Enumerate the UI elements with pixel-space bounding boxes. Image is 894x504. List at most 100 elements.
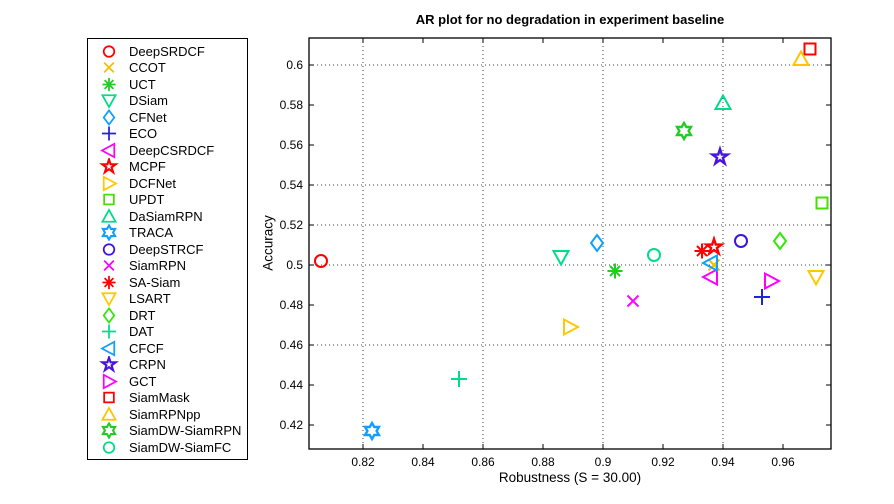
circle-marker-icon <box>88 241 129 258</box>
legend-item-label: DeepSTRCF <box>129 241 204 257</box>
legend-marker-GCT <box>102 372 118 390</box>
legend-item: CCOT <box>88 60 247 76</box>
chart-title: AR plot for no degradation in experiment… <box>415 12 725 27</box>
legend-marker-CCOT <box>103 62 114 73</box>
square-marker-icon <box>88 389 129 406</box>
triangle-down-marker-icon <box>88 290 129 307</box>
legend-item-label: CFNet <box>129 109 167 125</box>
legend-item: UPDT <box>88 192 247 208</box>
triangle-right-marker-icon <box>88 174 129 192</box>
legend-item-label: UCT <box>129 76 156 92</box>
legend-marker-SiamDW-SiamRPN <box>100 422 117 439</box>
legend-marker-UCT <box>101 77 116 91</box>
legend-item: SiamMask <box>88 390 247 406</box>
asterisk-marker-icon <box>88 274 129 291</box>
legend-marker-LSART <box>100 292 117 307</box>
legend-item: DeepSTRCF <box>88 241 247 257</box>
x-tick-label: 0.94 <box>711 455 735 469</box>
legend-item-label: SiamRPNpp <box>129 406 201 422</box>
legend-item: TRACA <box>88 224 247 241</box>
y-tick-label: 0.56 <box>280 138 304 152</box>
marker-ECO <box>754 289 770 305</box>
legend-item-label: DeepCSRDCF <box>129 142 215 158</box>
marker-MCPF <box>702 235 726 257</box>
tick-labels: 0.82 0.84 0.86 0.88 0.9 0.92 0.94 0.96 0.42 0.44 0… <box>280 58 795 469</box>
legend-item: DeepCSRDCF <box>88 141 247 159</box>
marker-UPDT <box>815 196 829 210</box>
legend-marker-UPDT <box>102 193 115 206</box>
legend-item: SiamRPN <box>88 258 247 274</box>
legend-item-label: UPDT <box>129 192 165 207</box>
legend-marker-CFNet <box>102 108 115 126</box>
legend-item-label: CFCF <box>129 340 164 356</box>
legend-item: DCFNet <box>88 174 247 192</box>
y-tick-label: 0.5 <box>286 258 303 272</box>
marker-DeepSRDCF <box>314 254 328 268</box>
legend-item-label: GCT <box>129 373 157 389</box>
legend-item-label: LSART <box>129 291 171 306</box>
marker-CFNet <box>589 233 605 253</box>
triangle-right-marker-icon <box>88 372 129 390</box>
legend-marker-DAT <box>101 324 116 339</box>
marker-LSART <box>806 270 826 287</box>
legend-marker-DeepCSRDCF <box>99 141 115 159</box>
y-tick-label: 0.58 <box>280 98 304 112</box>
x-tick-label: 0.9 <box>595 455 612 469</box>
marker-CRPN <box>708 145 732 167</box>
circle-marker-icon <box>88 439 129 456</box>
legend-item-label: ECO <box>129 126 158 141</box>
legend-marker-DRT <box>102 306 115 324</box>
diamond-marker-icon <box>88 306 129 324</box>
legend-item: SiamDW-SiamFC <box>88 439 247 455</box>
marker-SiamDW-SiamRPN <box>674 120 694 142</box>
marker-CFCF <box>700 253 718 273</box>
legend-item: SA-Siam <box>88 274 247 290</box>
legend-item: DaSiamRPN <box>88 207 247 225</box>
y-tick-label: 0.44 <box>280 378 304 392</box>
legend-item-label: CCOT <box>129 60 166 75</box>
legend-item-label: DCFNet <box>129 175 176 191</box>
legend-item: DeepSRDCF <box>88 43 247 59</box>
x-axis-label: Robustness (S = 30.00) <box>498 470 642 485</box>
marker-SA-Siam <box>694 243 710 259</box>
legend-item-label: CRPN <box>129 357 166 372</box>
marker-DSiam <box>551 250 571 267</box>
x-marker-icon <box>88 59 129 76</box>
marker-DeepSTRCF <box>734 234 748 248</box>
x-tick-label: 0.92 <box>651 455 675 469</box>
circle-marker-icon <box>88 43 129 60</box>
legend-item-label: SiamDW-SiamRPN <box>129 423 242 438</box>
legend-item: DRT <box>88 306 247 324</box>
y-axis-label: Accuracy <box>260 215 276 271</box>
legend-item: CFCF <box>88 339 247 357</box>
triangle-up-marker-icon <box>88 405 129 423</box>
legend-item-label: DRT <box>129 307 156 323</box>
y-tick-label: 0.6 <box>286 58 303 72</box>
legend-item: CFNet <box>88 108 247 126</box>
legend-marker-SiamMask <box>102 391 115 404</box>
y-tick-label: 0.42 <box>280 418 304 432</box>
legend-marker-DeepSTRCF <box>102 242 115 256</box>
grid <box>309 38 831 449</box>
triangle-down-marker-icon <box>88 92 129 109</box>
legend-item-label: SiamDW-SiamFC <box>129 439 232 455</box>
x-tick-label: 0.88 <box>531 455 555 469</box>
legend-marker-MCPF <box>98 158 119 175</box>
legend-marker-CRPN <box>98 356 119 373</box>
legend-item-label: SiamMask <box>129 390 190 405</box>
marker-GCT <box>764 271 782 291</box>
asterisk-marker-icon <box>88 76 129 93</box>
triangle-left-marker-icon <box>88 141 129 159</box>
legend-item-label: DaSiamRPN <box>129 208 203 224</box>
legend-item-label: DAT <box>129 324 155 339</box>
triangle-up-marker-icon <box>88 207 129 225</box>
legend-box: DeepSRDCF CCOT UCT DSiam CFNet ECO DeepCSRDCF M… <box>87 38 248 460</box>
marker-DRT <box>772 231 788 251</box>
marker-UCT <box>607 263 623 279</box>
legend-marker-DaSiamRPN <box>100 207 117 223</box>
legend-item-label: DSiam <box>129 93 169 108</box>
marker-SiamDW-SiamFC <box>647 248 661 262</box>
legend-marker-SiamRPNpp <box>100 405 117 421</box>
legend-item: CRPN <box>88 356 247 373</box>
